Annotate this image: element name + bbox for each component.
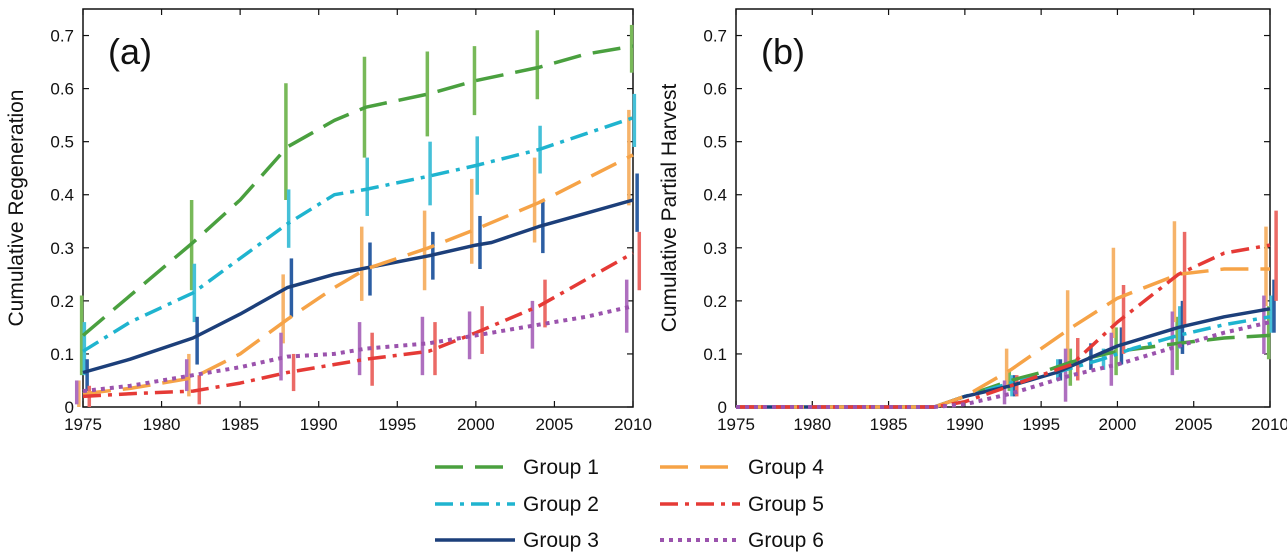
x-tick-label: 1995 [1022,415,1060,434]
series-lines [81,44,634,399]
series-line [82,251,634,399]
x-tick-label: 1975 [64,415,102,434]
plot-area-frame [735,8,1271,408]
legend: Group 1 Group 2 Group 3 Group 4 Group 5 Group… [435,456,824,552]
y-tick-label: 0.2 [50,292,74,311]
series-line [82,116,634,353]
axis-ticks: 0 0.1 0.2 0.3 0.4 0.5 0.6 0.7 1975 1980 1985 1990 19… [50,9,652,434]
legend-label: Group 4 [748,456,824,479]
series-line [82,198,634,375]
legend-label: Group 3 [523,529,599,552]
plot-area-frame [82,8,634,408]
x-tick-label: 2000 [1099,415,1137,434]
x-tick-label: 1975 [717,415,755,434]
panel-label: (b) [761,31,805,72]
y-tick-label: 0.3 [50,239,74,258]
series-line [736,320,1271,409]
series-line [82,304,634,394]
y-tick-label: 0.6 [703,80,727,99]
y-tick-label: 0.5 [703,133,727,152]
y-tick-label: 0 [65,398,74,417]
y-tick-label: 0.2 [703,292,727,311]
y-tick-label: 0.6 [50,80,74,99]
panel-b: (b) Cumulative Partial Harvest 0 0.1 0.2 0.… [658,8,1287,434]
legend-label: Group 1 [523,456,599,479]
y-tick-label: 0 [718,398,727,417]
series-line [81,44,634,337]
x-tick-label: 1990 [300,415,338,434]
y-tick-label: 0.4 [703,186,727,205]
series-line [736,315,1271,409]
panel-label: (a) [108,31,152,72]
x-tick-label: 1980 [143,415,181,434]
x-tick-label: 2000 [457,415,495,434]
y-tick-label: 0.3 [703,239,727,258]
y-tick-label: 0.7 [703,27,727,46]
legend-label: Group 6 [748,529,824,552]
legend-label: Group 2 [523,493,599,516]
x-tick-label: 1995 [378,415,416,434]
axis-ticks: 0 0.1 0.2 0.3 0.4 0.5 0.6 0.7 1975 1980 1985 1990 19… [703,9,1287,434]
legend-label: Group 5 [748,493,824,516]
x-tick-label: 1985 [870,415,908,434]
x-tick-label: 1980 [793,415,831,434]
panel-a: (a) Cumulative Regeneration 0 0.1 0.2 0.3 0.… [5,8,652,434]
y-tick-label: 0.1 [703,345,727,364]
y-tick-label: 0.5 [50,133,74,152]
series-lines [736,243,1271,409]
series-line [82,153,634,396]
y-tick-label: 0.4 [50,186,74,205]
y-axis-label: Cumulative Partial Harvest [658,84,681,333]
x-tick-label: 2010 [614,415,652,434]
x-tick-label: 1985 [221,415,259,434]
y-tick-label: 0.1 [50,345,74,364]
x-tick-label: 2010 [1251,415,1287,434]
x-tick-label: 1990 [946,415,984,434]
x-tick-label: 2005 [536,415,574,434]
y-tick-label: 0.7 [50,27,74,46]
y-axis-label: Cumulative Regeneration [5,90,28,327]
x-tick-label: 2005 [1175,415,1213,434]
